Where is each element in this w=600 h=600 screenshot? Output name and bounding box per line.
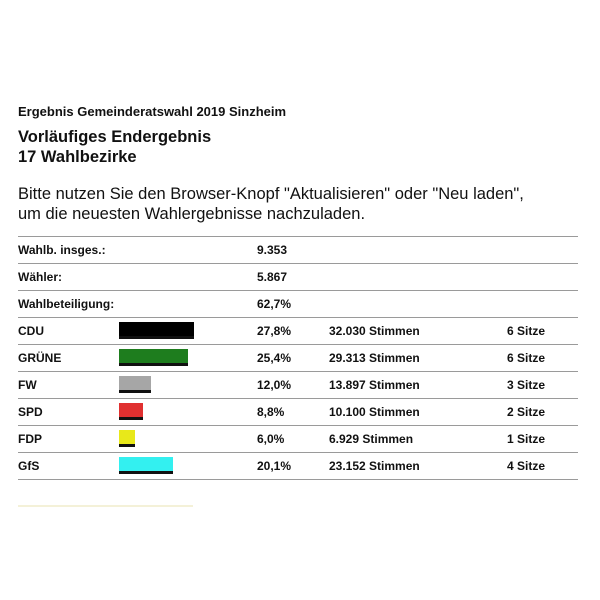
title-line-1: Vorläufiges Endergebnis xyxy=(18,128,212,146)
party-name: SPD xyxy=(18,405,43,419)
party-bar xyxy=(119,376,151,393)
party-votes: 13.897 Stimmen xyxy=(329,378,420,392)
results-table: Wahlb. insges.: 9.353 Wähler: 5.867 Wahl… xyxy=(18,236,578,480)
party-percent: 25,4% xyxy=(257,351,292,365)
party-row: FW 12,0% 13.897 Stimmen 3 Sitze xyxy=(18,372,578,399)
party-percent: 20,1% xyxy=(257,459,292,473)
party-row: FDP 6,0% 6.929 Stimmen 1 Sitze xyxy=(18,426,578,453)
party-bar xyxy=(119,430,135,447)
title-line-2: 17 Wahlbezirke xyxy=(18,148,137,166)
party-bar xyxy=(119,349,188,366)
party-bar xyxy=(119,457,173,474)
party-name: GfS xyxy=(18,459,40,473)
party-votes: 29.313 Stimmen xyxy=(329,351,420,365)
page-title: Vorläufiges Endergebnis 17 Wahlbezirke xyxy=(18,127,211,167)
summary-row: Wähler: 5.867 xyxy=(18,264,578,291)
summary-label: Wahlbeteiligung: xyxy=(18,297,115,311)
party-name: FW xyxy=(18,378,37,392)
party-percent: 27,8% xyxy=(257,324,292,338)
notice-line-2: um die neuesten Wahlergebnisse nachzulad… xyxy=(18,205,366,223)
party-seats: 6 Sitze xyxy=(507,351,546,365)
party-seats: 1 Sitze xyxy=(507,432,546,446)
reload-notice: Bitte nutzen Sie den Browser-Knopf "Aktu… xyxy=(18,184,588,224)
party-votes: 10.100 Stimmen xyxy=(329,405,420,419)
party-row: GfS 20,1% 23.152 Stimmen 4 Sitze xyxy=(18,453,578,480)
party-row: CDU 27,8% 32.030 Stimmen 6 Sitze xyxy=(18,318,578,345)
party-seats: 6 Sitze xyxy=(507,324,546,338)
party-percent: 6,0% xyxy=(257,432,285,446)
party-row: SPD 8,8% 10.100 Stimmen 2 Sitze xyxy=(18,399,578,426)
party-percent: 8,8% xyxy=(257,405,285,419)
summary-row: Wahlb. insges.: 9.353 xyxy=(18,236,578,264)
summary-value: 9.353 xyxy=(257,243,288,257)
page-subtitle: Ergebnis Gemeinderatswahl 2019 Sinzheim xyxy=(18,104,287,119)
summary-value: 5.867 xyxy=(257,270,288,284)
summary-label: Wähler: xyxy=(18,270,63,284)
party-bar xyxy=(119,322,194,339)
party-votes: 32.030 Stimmen xyxy=(329,324,420,338)
party-name: CDU xyxy=(18,324,44,338)
party-name: GRÜNE xyxy=(18,351,62,365)
party-votes: 6.929 Stimmen xyxy=(329,432,414,446)
party-percent: 12,0% xyxy=(257,378,292,392)
notice-line-1: Bitte nutzen Sie den Browser-Knopf "Aktu… xyxy=(18,185,524,203)
summary-value: 62,7% xyxy=(257,297,292,311)
party-row: GRÜNE 25,4% 29.313 Stimmen 6 Sitze xyxy=(18,345,578,372)
divider xyxy=(18,505,193,507)
party-seats: 2 Sitze xyxy=(507,405,546,419)
party-seats: 4 Sitze xyxy=(507,459,546,473)
party-bar xyxy=(119,403,143,420)
party-seats: 3 Sitze xyxy=(507,378,546,392)
summary-label: Wahlb. insges.: xyxy=(18,243,106,257)
summary-row: Wahlbeteiligung: 62,7% xyxy=(18,291,578,318)
party-votes: 23.152 Stimmen xyxy=(329,459,420,473)
party-name: FDP xyxy=(18,432,42,446)
